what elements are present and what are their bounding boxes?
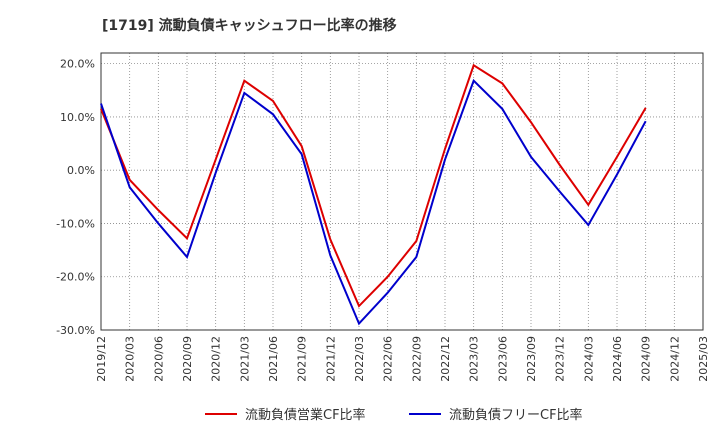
- series-line-1: [100, 63, 647, 308]
- x-tick-label: 2020/03: [124, 336, 137, 382]
- x-tick-label: 2022/06: [382, 336, 395, 382]
- x-tick-label: 2022/12: [439, 336, 452, 382]
- x-tick-label: 2025/03: [697, 336, 710, 382]
- x-tick-label: 2020/06: [152, 336, 165, 382]
- x-tick-label: 2023/06: [496, 336, 509, 382]
- legend: 流動負債営業CF比率 流動負債フリーCF比率: [205, 407, 583, 423]
- y-tick-label: 20.0%: [60, 58, 95, 71]
- y-tick-label: -30.0%: [56, 324, 95, 337]
- legend-label-1: 流動負債営業CF比率: [245, 407, 366, 423]
- x-tick-label: 2021/09: [296, 336, 309, 382]
- x-tick-label: 2024/12: [668, 336, 681, 382]
- y-tick-label: -10.0%: [56, 217, 95, 230]
- plot-frame: [100, 52, 704, 331]
- x-tick-label: 2023/12: [554, 336, 567, 382]
- x-tick-label: 2023/03: [468, 336, 481, 382]
- x-tick-label: 2019/12: [95, 336, 108, 382]
- x-tick-label: 2020/09: [181, 336, 194, 382]
- x-tick-label: 2024/09: [640, 336, 653, 382]
- plot-area: 20.0% 10.0% 0.0% -10.0% -20.0% -30.0%2019/12 2…: [56, 52, 710, 382]
- x-tick-label: 2024/03: [582, 336, 595, 382]
- x-tick-label: 2021/06: [267, 336, 280, 382]
- x-tick-label: 2021/12: [324, 336, 337, 382]
- plot-background: [101, 53, 703, 330]
- x-tick-label: 2022/03: [353, 336, 366, 382]
- y-tick-label: -20.0%: [56, 271, 95, 284]
- x-tick-label: 2023/09: [525, 336, 538, 382]
- y-tick-label: 10.0%: [60, 111, 95, 124]
- legend-label-2: 流動負債フリーCF比率: [449, 407, 583, 423]
- chart-title: [1719] 流動負債キャッシュフロー比率の推移: [102, 17, 397, 34]
- x-tick-label: 2022/09: [410, 336, 423, 382]
- series-line-2: [100, 78, 647, 326]
- x-tick-label: 2024/06: [611, 336, 624, 382]
- y-tick-label: 0.0%: [67, 164, 95, 177]
- x-tick-label: 2020/12: [210, 336, 223, 382]
- x-tick-label: 2021/03: [238, 336, 251, 382]
